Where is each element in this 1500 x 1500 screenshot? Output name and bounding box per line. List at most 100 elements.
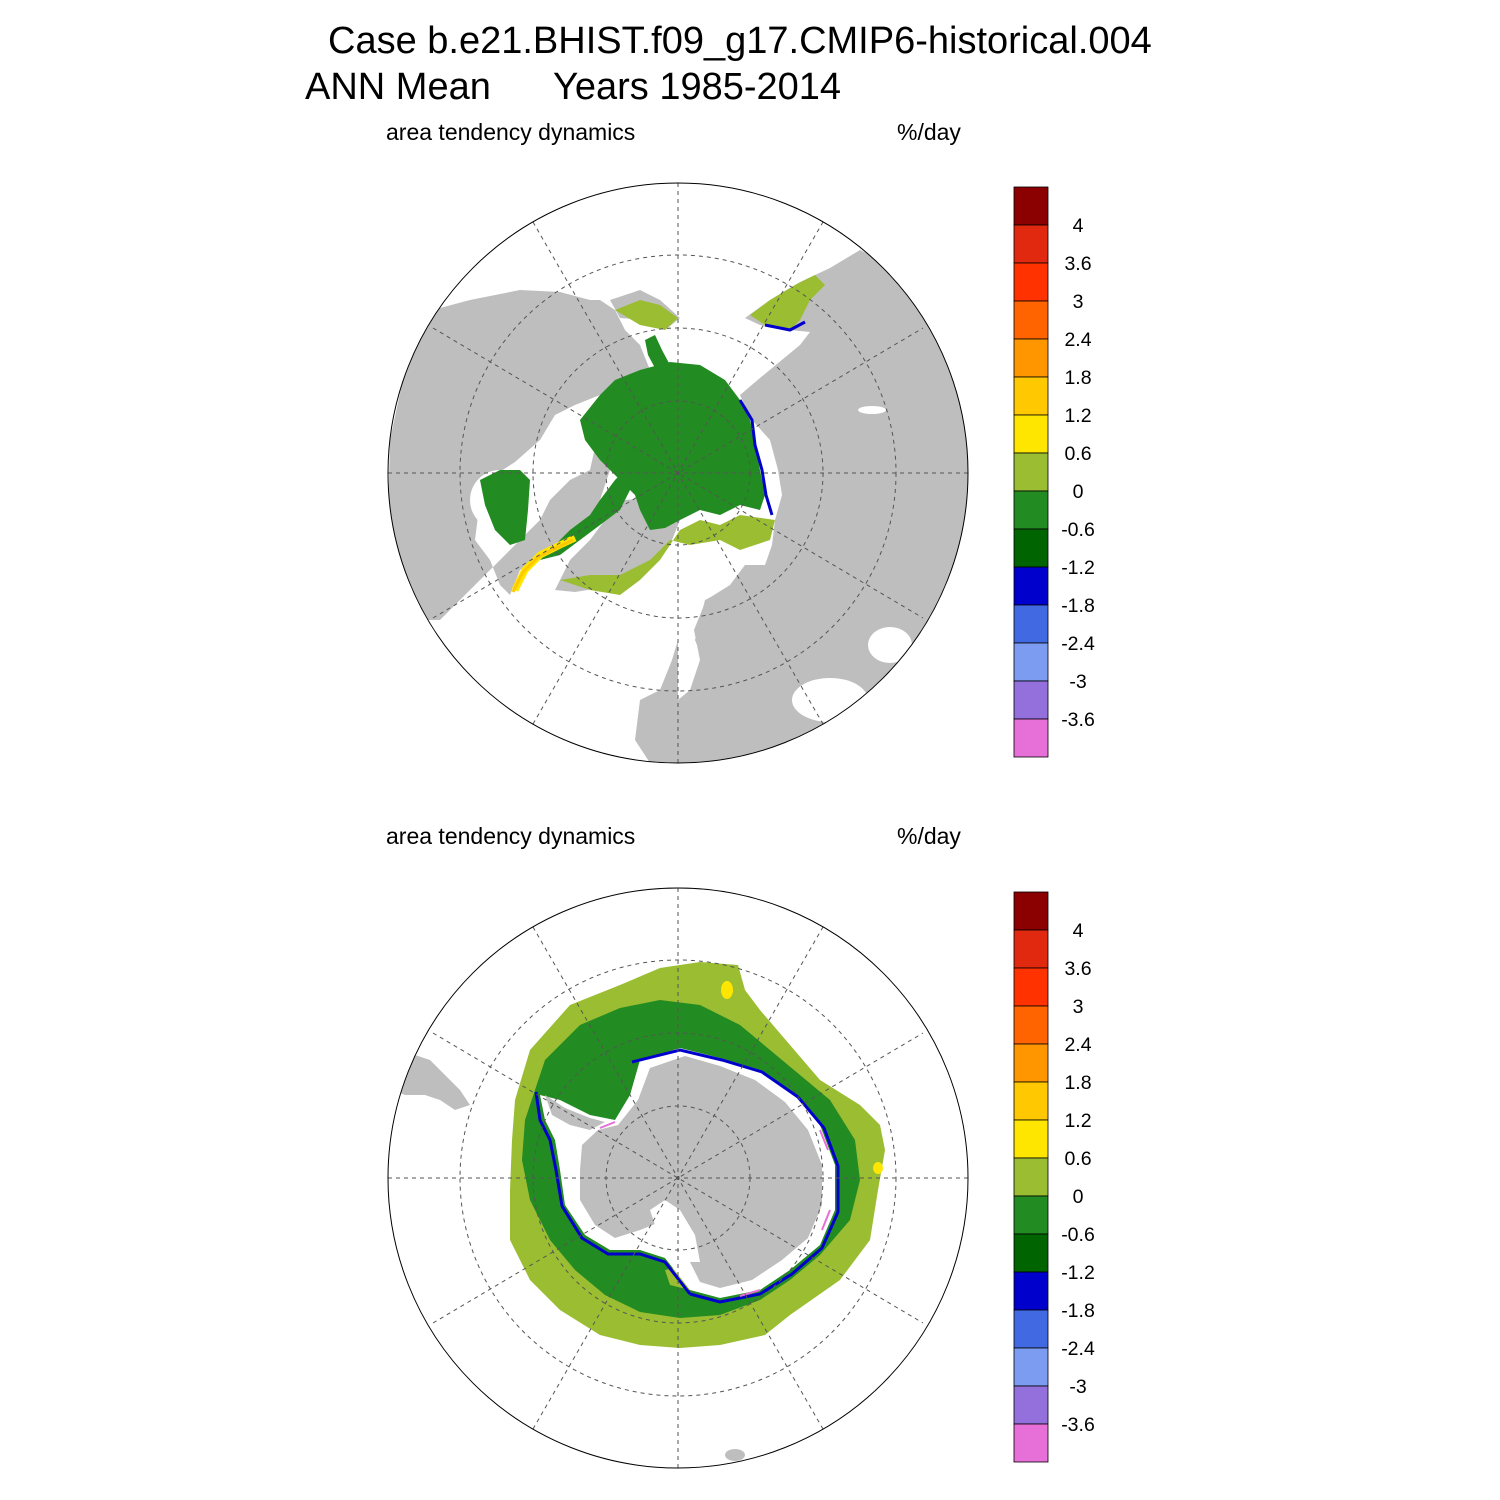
nh-ice-edge bbox=[560, 515, 775, 595]
sh-graticule bbox=[388, 888, 968, 1468]
nh-ice-edge-bering bbox=[750, 275, 825, 330]
nh-colorbar-label: -1.2 bbox=[1061, 557, 1095, 579]
sh-colorbar-label: -2.4 bbox=[1061, 1338, 1095, 1360]
sh-colorbar-label: 4 bbox=[1073, 920, 1084, 942]
nh-colorbar-label: -3.6 bbox=[1061, 709, 1095, 731]
sh-ice-gain-spot-2 bbox=[873, 1162, 883, 1174]
nh-colorbar-box bbox=[1013, 718, 1049, 758]
nh-land-europe-lower bbox=[635, 640, 678, 763]
sh-colorbar-box bbox=[1013, 1081, 1049, 1121]
nh-baikal bbox=[858, 406, 886, 414]
sh-ice-loss-pink bbox=[599, 1121, 831, 1297]
nh-caspian bbox=[868, 627, 912, 663]
sh-colorbar-label: -3.6 bbox=[1061, 1414, 1095, 1436]
nh-colorbar-box bbox=[1013, 604, 1049, 644]
sh-colorbar-box bbox=[1013, 1157, 1049, 1197]
nh-colorbar-label: 1.8 bbox=[1064, 367, 1091, 389]
nh-colorbar-label: -3 bbox=[1069, 671, 1086, 693]
sh-colorbar-label: 2.4 bbox=[1064, 1034, 1091, 1056]
sh-map bbox=[387, 887, 969, 1469]
nh-graticule bbox=[388, 183, 968, 763]
sh-colorbar-label: 3.6 bbox=[1064, 958, 1091, 980]
sh-colorbar-label: -1.2 bbox=[1061, 1262, 1095, 1284]
nh-colorbar-box bbox=[1013, 338, 1049, 378]
nh-colorbar-box bbox=[1013, 262, 1049, 302]
sh-colorbar-label: 3 bbox=[1073, 996, 1084, 1018]
sh-colorbar-box bbox=[1013, 1043, 1049, 1083]
nh-colorbar-label: 0 bbox=[1073, 481, 1084, 503]
sh-colorbar-box bbox=[1013, 1005, 1049, 1045]
nh-colorbar-label: -1.8 bbox=[1061, 595, 1095, 617]
nh-land-north-america bbox=[388, 290, 650, 620]
nh-colorbar-label: 1.2 bbox=[1064, 405, 1091, 427]
sh-units-label: %/day bbox=[897, 823, 961, 849]
nh-colorbar-label: 0.6 bbox=[1064, 443, 1091, 465]
sh-colorbar-box bbox=[1013, 891, 1049, 931]
sh-colorbar-box bbox=[1013, 1271, 1049, 1311]
sh-land-antarctica bbox=[580, 1056, 822, 1288]
sh-colorbar-box bbox=[1013, 1309, 1049, 1349]
nh-ice-interior bbox=[580, 362, 765, 530]
sh-colorbar-box bbox=[1013, 1195, 1049, 1235]
sh-map-border bbox=[387, 887, 969, 1469]
sh-land-island bbox=[725, 1449, 745, 1461]
sh-colorbar-box bbox=[1013, 929, 1049, 969]
nh-variable-label: area tendency dynamics bbox=[386, 119, 636, 145]
sh-colorbar-box bbox=[1013, 1385, 1049, 1425]
nh-colorbar-box bbox=[1013, 186, 1049, 226]
sh-ice-loss-margin bbox=[631, 1048, 840, 1304]
season-label: ANN Mean bbox=[305, 66, 491, 108]
sh-ice-gain-spot-1 bbox=[721, 981, 733, 999]
sh-colorbar-box bbox=[1013, 1233, 1049, 1273]
nh-colorbar-label: -0.6 bbox=[1061, 519, 1095, 541]
nh-ice-loss-coast bbox=[738, 399, 774, 516]
nh-colorbar: 4 3.6 3 2.4 1.8 1.2 0.6 0 -0.6 -1.2 -1.8 -2.4 -3 -3.6 bbox=[1013, 186, 1095, 758]
sh-colorbar-label: 1.8 bbox=[1064, 1072, 1091, 1094]
nh-colorbar-label: 4 bbox=[1073, 215, 1084, 237]
figure-title: Case b.e21.BHIST.f09_g17.CMIP6-historica… bbox=[328, 20, 1152, 62]
nh-ice-gain-labrador-orange bbox=[511, 538, 574, 593]
nh-colorbar-label: 3.6 bbox=[1064, 253, 1091, 275]
nh-colorbar-box bbox=[1013, 490, 1049, 530]
nh-colorbar-box bbox=[1013, 414, 1049, 454]
years-label: Years 1985-2014 bbox=[553, 66, 842, 108]
sh-colorbar-label: -1.8 bbox=[1061, 1300, 1095, 1322]
nh-ice-hudson bbox=[480, 470, 530, 545]
nh-colorbar-box bbox=[1013, 452, 1049, 492]
nh-mediterranean bbox=[792, 678, 868, 722]
nh-colorbar-box bbox=[1013, 224, 1049, 264]
sh-variable-label: area tendency dynamics bbox=[386, 823, 636, 849]
nh-colorbar-box bbox=[1013, 642, 1049, 682]
sh-colorbar: 4 3.6 3 2.4 1.8 1.2 0.6 0 -0.6 -1.2 -1.8 -2.4 -3 -3.6 bbox=[1013, 891, 1095, 1463]
nh-colorbar-box bbox=[1013, 376, 1049, 416]
nh-colorbar-box bbox=[1013, 680, 1049, 720]
nh-ice-edge-okhotsk bbox=[615, 300, 678, 330]
sh-ice-shelf bbox=[650, 1200, 700, 1262]
nh-colorbar-box bbox=[1013, 528, 1049, 568]
sh-ice-loss-margin-west bbox=[534, 1091, 692, 1295]
nh-units-label: %/day bbox=[897, 119, 961, 145]
nh-colorbar-label: -2.4 bbox=[1061, 633, 1095, 655]
nh-ice-channel-to-pacific bbox=[645, 335, 670, 368]
sh-colorbar-label: 0.6 bbox=[1064, 1148, 1091, 1170]
nh-colorbar-label: 2.4 bbox=[1064, 329, 1091, 351]
nh-colorbar-label: 3 bbox=[1073, 291, 1084, 313]
sh-colorbar-label: 0 bbox=[1073, 1186, 1084, 1208]
sh-colorbar-label: -3 bbox=[1069, 1376, 1086, 1398]
sh-colorbar-box bbox=[1013, 1119, 1049, 1159]
sh-colorbar-label: -0.6 bbox=[1061, 1224, 1095, 1246]
nh-colorbar-box bbox=[1013, 300, 1049, 340]
sh-land-peninsula bbox=[545, 1095, 605, 1130]
sh-colorbar-box bbox=[1013, 967, 1049, 1007]
sh-colorbar-box bbox=[1013, 1347, 1049, 1387]
nh-map bbox=[387, 182, 969, 764]
nh-colorbar-box bbox=[1013, 566, 1049, 606]
nh-map-border bbox=[387, 182, 969, 764]
nh-land-scandinavia bbox=[695, 590, 745, 665]
sh-colorbar-label: 1.2 bbox=[1064, 1110, 1091, 1132]
sh-colorbar-box bbox=[1013, 1423, 1049, 1463]
nh-ice-loss-bering bbox=[764, 320, 806, 332]
nh-ice-baffin bbox=[540, 470, 630, 560]
